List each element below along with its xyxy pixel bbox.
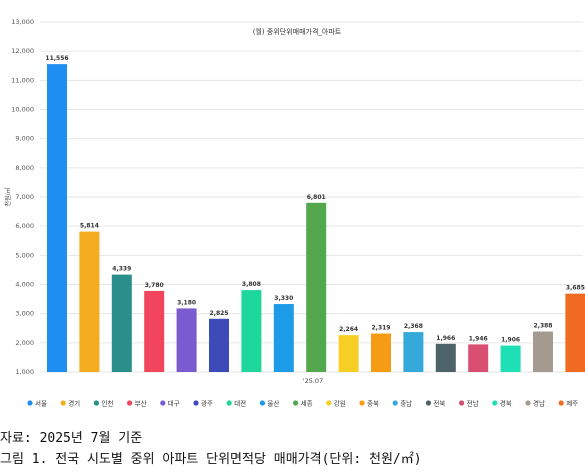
legend-label: 울산 xyxy=(267,398,279,407)
legend-label: 전남 xyxy=(467,398,479,407)
bar-서울 xyxy=(47,64,67,372)
legend-marker xyxy=(226,400,232,406)
legend-marker xyxy=(359,400,365,406)
data-label: 1,946 xyxy=(469,335,488,342)
legend-label: 대전 xyxy=(234,398,246,407)
bar-경기 xyxy=(79,231,100,372)
legend-marker xyxy=(558,400,564,406)
data-label: 3,330 xyxy=(274,295,293,302)
legend-label: 충북 xyxy=(367,398,379,407)
legend-label: 세종 xyxy=(301,398,313,407)
legend-marker xyxy=(160,400,166,406)
bar-대구 xyxy=(176,308,197,372)
y-tick-label: 8,000 xyxy=(15,164,34,172)
legend-marker xyxy=(425,400,431,406)
y-tick-label: 13,000 xyxy=(11,18,34,26)
legend-label: 인천 xyxy=(101,398,113,407)
data-label: 2,825 xyxy=(210,310,229,317)
legend-label: 대구 xyxy=(168,399,180,407)
data-label: 2,368 xyxy=(404,323,423,330)
bar-강원 xyxy=(338,335,359,372)
y-axis-title: 천원/㎡ xyxy=(4,187,12,206)
legend-marker xyxy=(293,400,299,406)
legend-marker xyxy=(127,400,133,406)
bar-제주 xyxy=(565,293,585,372)
figure-caption: 그림 1. 전국 시도별 중위 아파트 단위면적당 매매가격(단위: 천원/㎡) xyxy=(0,452,422,467)
y-tick-label: 12,000 xyxy=(11,47,34,55)
legend-label: 제주 xyxy=(566,399,578,407)
legend-marker xyxy=(326,400,332,406)
y-tick-label: 9,000 xyxy=(15,135,34,143)
bar-대전 xyxy=(241,290,262,372)
chart-title: (월) 중위단위매매가격_아파트 xyxy=(253,27,342,36)
legend-marker xyxy=(93,400,99,406)
bar-인천 xyxy=(111,274,132,372)
bar-부산 xyxy=(144,290,165,372)
bar-전북 xyxy=(435,343,456,372)
data-label: 1,906 xyxy=(501,337,520,344)
data-label: 1,966 xyxy=(436,335,455,342)
y-tick-label: 7,000 xyxy=(15,193,34,201)
legend-marker xyxy=(259,400,265,406)
data-label: 2,264 xyxy=(339,326,358,333)
data-label: 2,319 xyxy=(372,325,391,332)
legend-marker xyxy=(392,400,398,406)
legend-marker xyxy=(193,400,199,406)
data-label: 11,556 xyxy=(45,55,68,62)
data-label: 3,780 xyxy=(145,282,164,289)
legend-label: 경북 xyxy=(500,398,512,407)
data-label: 3,180 xyxy=(177,299,196,306)
y-tick-label: 10,000 xyxy=(11,106,34,114)
y-tick-label: 6,000 xyxy=(15,222,34,230)
data-label: 5,814 xyxy=(80,223,99,230)
legend-label: 부산 xyxy=(135,398,147,407)
x-category-label: '25.07 xyxy=(303,377,323,385)
bar-경북 xyxy=(500,345,521,372)
data-label: 4,339 xyxy=(112,266,131,273)
legend-label: 강원 xyxy=(334,398,346,407)
legend-label: 광주 xyxy=(201,399,213,407)
bar-chart: 1,000 2,000 3,000 4,000 5,000 6,000 7,000 8,000… xyxy=(4,18,585,407)
legend-label: 경남 xyxy=(533,398,545,407)
legend-label: 충남 xyxy=(400,398,412,407)
bar-울산 xyxy=(273,304,294,372)
y-tick-label: 2,000 xyxy=(15,339,34,347)
data-label: 6,801 xyxy=(307,194,326,201)
bar-광주 xyxy=(209,318,229,372)
legend-label: 서울 xyxy=(35,398,47,407)
y-tick-label: 4,000 xyxy=(15,281,34,289)
bar-전남 xyxy=(468,344,489,372)
data-label: 2,388 xyxy=(534,323,553,330)
bar-세종 xyxy=(306,202,327,372)
source-caption: 자료: 2025년 7월 기준 xyxy=(0,431,143,446)
bar-경남 xyxy=(533,331,553,372)
data-label: 3,685 xyxy=(566,285,585,292)
bar-충남 xyxy=(403,332,424,372)
legend-marker xyxy=(492,400,498,406)
legend-marker xyxy=(459,400,465,406)
legend-label: 경기 xyxy=(68,398,80,407)
legend-label: 전북 xyxy=(433,398,445,407)
legend-marker xyxy=(60,400,66,406)
legend-marker xyxy=(27,400,33,406)
bar-충북 xyxy=(371,333,391,372)
y-tick-label: 1,000 xyxy=(15,368,34,376)
chart-area: 1,000 2,000 3,000 4,000 5,000 6,000 7,000 8,000… xyxy=(4,18,585,407)
y-tick-label: 3,000 xyxy=(15,310,34,318)
y-tick-label: 5,000 xyxy=(15,251,34,259)
legend-marker xyxy=(525,400,531,406)
data-label: 3,808 xyxy=(242,281,261,288)
y-tick-label: 11,000 xyxy=(11,76,34,84)
